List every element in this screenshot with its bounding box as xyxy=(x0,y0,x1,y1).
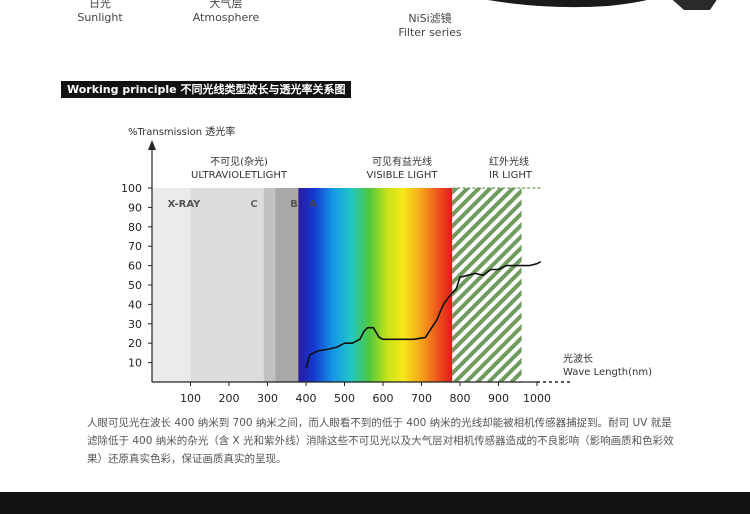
nisi-en: Filter series xyxy=(398,26,462,39)
spectrum-regions xyxy=(152,187,541,382)
y-axis-arrow xyxy=(148,140,156,150)
sunlight-en: Sunlight xyxy=(77,11,123,24)
visible-title-en: VISIBLE LIGHT xyxy=(367,170,439,181)
uv-title-en: ULTRAVIOLETLIGHT xyxy=(191,170,288,181)
ir-title-en: IR LIGHT xyxy=(489,170,533,181)
chart-axes: 10 20 30 40 50 60 70 80 90 100 100 200 300 400 500 600 7… xyxy=(121,140,571,405)
transmission-curve xyxy=(305,260,542,369)
section-header: Working principle 不同光线类型波长与透光率关系图 xyxy=(61,81,352,98)
transmission-chart: 10 20 30 40 50 60 70 80 90 100 100 200 300 400 500 600 7… xyxy=(121,125,652,405)
x-tick-label: 200 xyxy=(219,392,240,405)
y-tick-label: 20 xyxy=(128,337,142,350)
region-label-b: B xyxy=(290,199,298,210)
y-tick-label: 90 xyxy=(128,201,142,214)
y-tick-label: 30 xyxy=(128,318,142,331)
transmission-curve-group xyxy=(305,260,542,369)
x-tick-label: 900 xyxy=(488,392,509,405)
region-visible xyxy=(298,188,453,382)
visible-title-cn: 可见有益光线 xyxy=(372,155,432,168)
y-tick-label: 100 xyxy=(121,182,142,195)
atmosphere-cn: 大气层 xyxy=(209,0,243,10)
y-tick-label: 80 xyxy=(128,221,142,234)
x-tick-label: 1000 xyxy=(523,392,551,405)
x-tick-label: 100 xyxy=(180,392,201,405)
y-tick-label: 70 xyxy=(128,240,142,253)
x-tick-label: 700 xyxy=(411,392,432,405)
nisi-filter-label: NiSi滤镜 Filter series xyxy=(390,12,470,40)
sunlight-cn: 日光 xyxy=(89,0,111,10)
camera-lens-image xyxy=(488,0,717,10)
x-axis-label-en: Wave Length(nm) xyxy=(563,367,652,378)
x-tick-label: 500 xyxy=(334,392,355,405)
y-tick-label: 50 xyxy=(128,279,142,292)
y-tick-label: 60 xyxy=(128,260,142,273)
x-tick-label: 300 xyxy=(257,392,278,405)
region-label-a: A xyxy=(309,199,317,210)
x-tick-label: 600 xyxy=(373,392,394,405)
x-tick-label: 400 xyxy=(296,392,317,405)
y-axis-label: %Transmission 透光率 xyxy=(128,125,235,138)
y-tick-label: 10 xyxy=(128,357,142,370)
x-axis-label-cn: 光波长 xyxy=(563,352,593,365)
region-ir xyxy=(452,188,522,382)
uv-title-cn: 不可见(杂光) xyxy=(210,155,268,168)
region-b xyxy=(263,188,276,382)
atmosphere-label: 大气层 Atmosphere xyxy=(186,0,266,25)
nisi-cn: NiSi滤镜 xyxy=(408,12,452,25)
region-label-xray: X-RAY xyxy=(168,199,202,210)
bottom-dark-band xyxy=(0,492,750,514)
x-tick-label: 800 xyxy=(450,392,471,405)
caption-text: 人眼可见光在波长 400 纳米到 700 纳米之间，而人眼看不到的低于 400 … xyxy=(87,417,674,465)
ir-title-cn: 红外光线 xyxy=(489,155,529,168)
region-c xyxy=(190,188,264,382)
region-label-c: C xyxy=(250,199,257,210)
sunlight-label: 日光 Sunlight xyxy=(70,0,130,25)
y-tick-label: 40 xyxy=(128,298,142,311)
region-xray xyxy=(152,188,191,382)
region-a xyxy=(275,188,299,382)
atmosphere-en: Atmosphere xyxy=(192,11,260,24)
